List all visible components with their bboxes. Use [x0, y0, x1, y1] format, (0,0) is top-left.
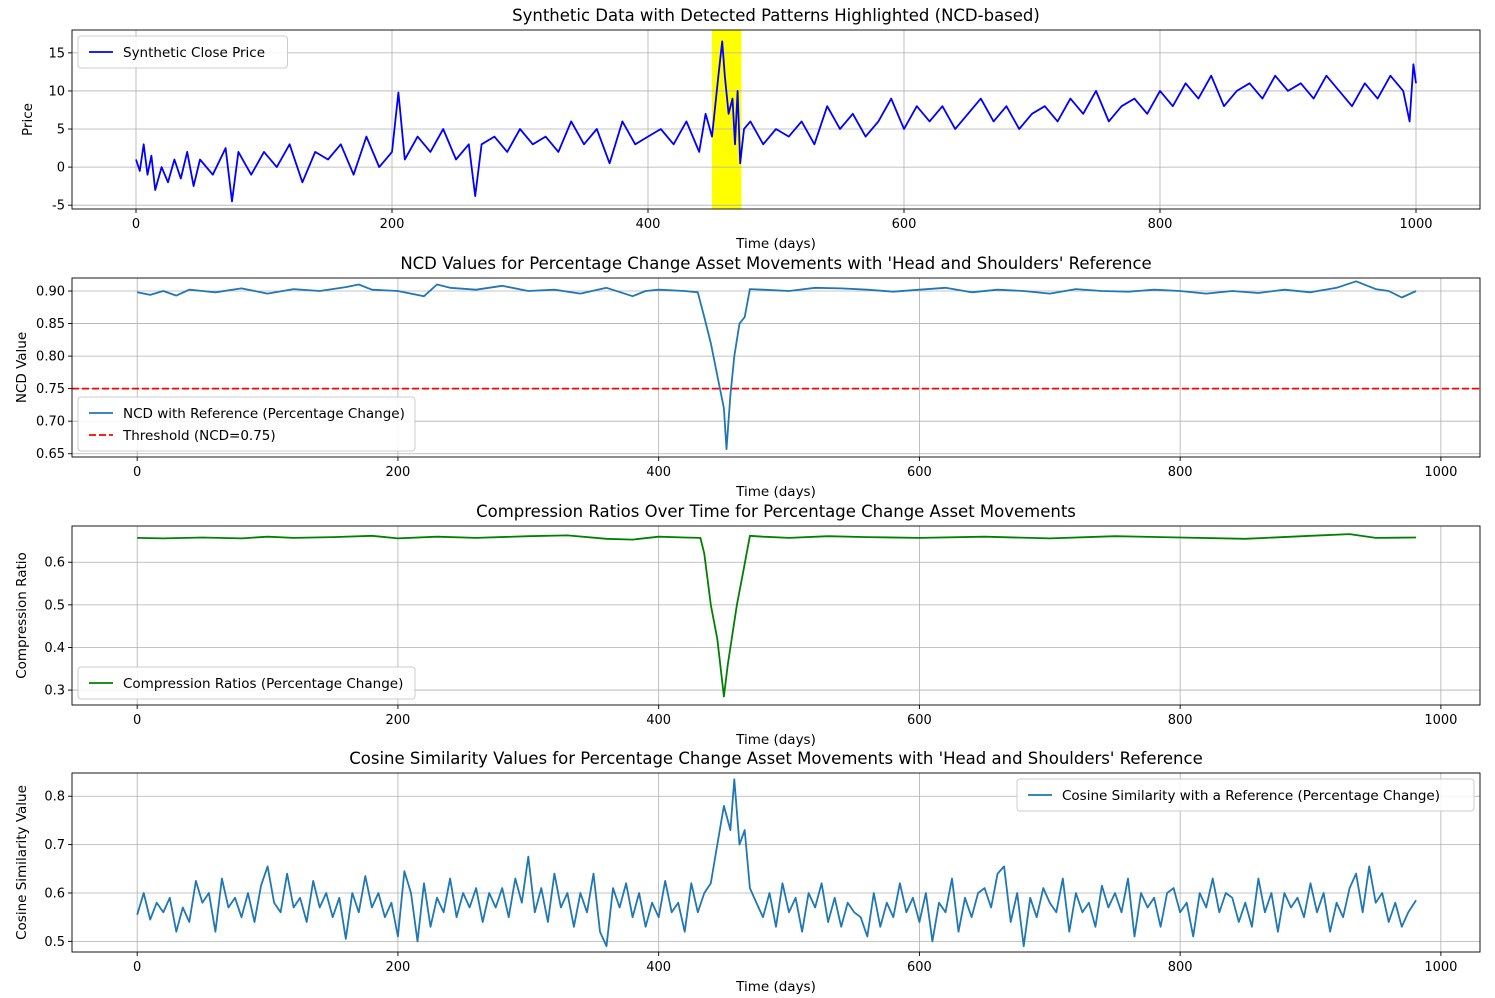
- y-tick-label: 0.80: [36, 350, 65, 365]
- y-tick-label: 0.70: [36, 415, 65, 430]
- y-tick-label: 0.6: [44, 886, 65, 901]
- series-line-1: [135, 40, 1417, 203]
- x-tick-label: 400: [646, 465, 671, 480]
- x-tick-label: 200: [380, 217, 405, 232]
- y-tick-label: 0.4: [44, 641, 65, 656]
- chart-panel-4: 0 200 400 600 800 1000 0.5 0.6 0.7 0.8 Cosine Simi…: [14, 749, 1481, 995]
- chart-title: Cosine Similarity Values for Percentage …: [349, 749, 1202, 768]
- y-tick-label: 10: [48, 84, 65, 99]
- x-axis-label: Time (days): [735, 979, 816, 995]
- legend-label: Threshold (NCD=0.75): [122, 428, 276, 444]
- chart-title: NCD Values for Percentage Change Asset M…: [400, 254, 1151, 273]
- x-tick-label: 0: [132, 217, 140, 232]
- y-tick-label: 0.75: [36, 382, 65, 397]
- y-tick-label: 0.85: [36, 317, 65, 332]
- x-tick-label: 800: [1168, 713, 1193, 728]
- x-tick-label: 1000: [1424, 713, 1457, 728]
- axes-frame: [71, 277, 1481, 458]
- x-tick-label: 1000: [1424, 465, 1457, 480]
- axes-frame: [71, 29, 1481, 210]
- y-tick-label: 0.5: [44, 935, 65, 950]
- x-axis-label: Time (days): [735, 732, 816, 748]
- x-tick-label: 1000: [1399, 217, 1432, 232]
- axes-frame: [71, 772, 1481, 953]
- y-axis-label: NCD Value: [14, 332, 30, 403]
- x-tick-label: 800: [1168, 960, 1193, 975]
- x-tick-label: 0: [133, 465, 141, 480]
- legend-box: [77, 396, 416, 452]
- x-tick-label: 200: [386, 960, 411, 975]
- x-tick-label: 0: [133, 960, 141, 975]
- y-tick-label: 0.3: [44, 684, 65, 699]
- x-tick-label: 600: [907, 713, 932, 728]
- legend-label: Cosine Similarity with a Reference (Perc…: [1062, 788, 1440, 804]
- y-axis-label: Cosine Similarity Value: [14, 785, 30, 940]
- x-tick-label: 800: [1168, 465, 1193, 480]
- legend-label: NCD with Reference (Percentage Change): [123, 406, 405, 422]
- legend-box: [1016, 778, 1475, 812]
- x-tick-label: 0: [133, 713, 141, 728]
- legend-box: [77, 35, 288, 69]
- chart-panel-2: 0 200 400 600 800 1000 0.65 0.70 0.75 0.80 0.85 0.9…: [14, 254, 1481, 500]
- legend: Cosine Similarity with a Reference (Perc…: [1016, 778, 1475, 812]
- series-line-1: [137, 280, 1417, 451]
- axes-frame: [71, 525, 1481, 706]
- x-axis-label: Time (days): [735, 236, 816, 252]
- y-tick-label: 15: [48, 46, 65, 61]
- y-tick-label: 0.8: [44, 790, 65, 805]
- y-axis-label: Compression Ratio: [14, 552, 30, 679]
- x-axis-label: Time (days): [735, 484, 816, 500]
- x-tick-label: 800: [1148, 217, 1173, 232]
- x-tick-label: 1000: [1424, 960, 1457, 975]
- y-tick-label: 0.90: [36, 285, 65, 300]
- y-tick-label: -5: [52, 199, 65, 214]
- x-tick-label: 200: [386, 465, 411, 480]
- chart-panel-3: 0 200 400 600 800 1000 0.3 0.4 0.5 0.6 Compression…: [14, 502, 1481, 748]
- series-line-1: [136, 778, 1417, 948]
- y-tick-label: 0.7: [44, 838, 65, 853]
- x-tick-label: 600: [892, 217, 917, 232]
- x-tick-label: 400: [646, 960, 671, 975]
- x-tick-label: 600: [907, 960, 932, 975]
- series-line-1: [137, 533, 1417, 698]
- y-tick-label: 0.65: [36, 447, 65, 462]
- chart-panel-1: 0 200 400 600 800 1000 -5 0 5 10 15 Synthetic Data …: [20, 6, 1481, 252]
- y-tick-label: 0: [57, 161, 65, 176]
- legend-label: Synthetic Close Price: [123, 45, 265, 61]
- legend: Compression Ratios (Percentage Change): [77, 666, 416, 700]
- y-tick-label: 0.6: [44, 556, 65, 571]
- chart-title: Compression Ratios Over Time for Percent…: [476, 502, 1076, 521]
- y-tick-label: 5: [57, 123, 65, 138]
- chart-title: Synthetic Data with Detected Patterns Hi…: [512, 6, 1040, 25]
- x-tick-label: 200: [386, 713, 411, 728]
- legend: Synthetic Close Price: [77, 35, 288, 69]
- x-tick-label: 600: [907, 465, 932, 480]
- x-tick-label: 400: [646, 713, 671, 728]
- y-tick-label: 0.5: [44, 598, 65, 613]
- y-axis-label: Price: [20, 103, 36, 136]
- legend-label: Compression Ratios (Percentage Change): [123, 676, 403, 692]
- legend: NCD with Reference (Percentage Change) Th…: [77, 396, 416, 452]
- legend-box: [77, 666, 416, 700]
- x-tick-label: 400: [636, 217, 661, 232]
